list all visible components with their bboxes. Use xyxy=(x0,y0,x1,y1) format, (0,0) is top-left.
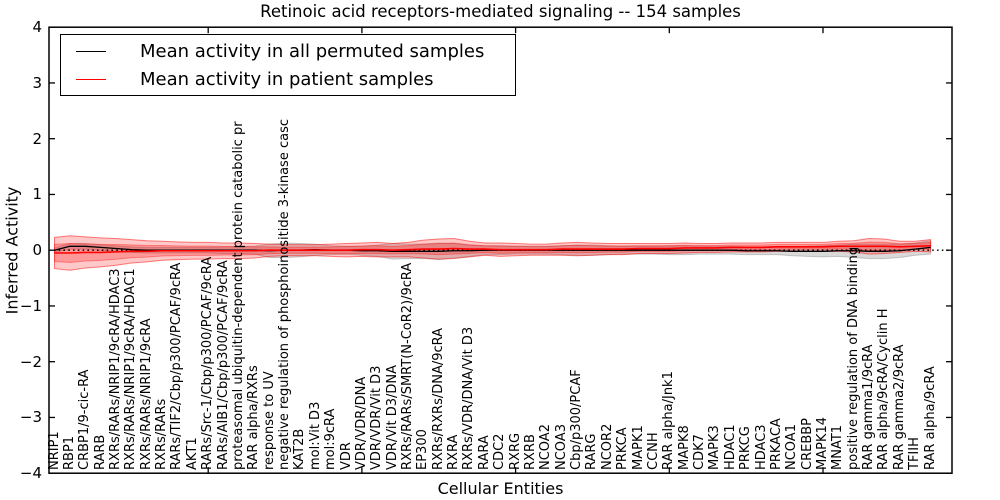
x-category-label: RXRs/RARs/NRIP1/9cRA/HDAC1 xyxy=(123,268,139,470)
x-category-label: RAR alpha/Jnk1 xyxy=(661,371,677,470)
x-category-label: MAPK3 xyxy=(707,425,723,470)
y-tick-label: −2 xyxy=(19,352,42,371)
y-tick-label: 4 xyxy=(32,18,42,37)
x-category-label: RAR alpha/RXRs xyxy=(246,365,262,470)
x-category-label: RBP1 xyxy=(61,435,77,470)
x-category-label: HDAC3 xyxy=(753,424,769,470)
y-tick-label: 0 xyxy=(32,241,42,260)
x-category-label: RARs/AIB1/Cbp/p300/PCAF/9cRA xyxy=(215,260,231,470)
x-category-label: RAR gamma1/9cRA xyxy=(861,344,877,470)
legend-item-patient: Mean activity in patient samples xyxy=(61,65,515,93)
x-category-label: NCOA3 xyxy=(553,424,569,470)
x-category-label: positive regulation of DNA binding xyxy=(845,246,861,470)
legend: Mean activity in all permuted samples Me… xyxy=(60,34,516,96)
y-tick-label: −1 xyxy=(19,296,42,315)
x-category-label: PRKCA xyxy=(615,427,631,470)
x-category-label: MAPK1 xyxy=(630,425,646,470)
x-category-label: NCOR2 xyxy=(599,423,615,470)
x-category-label: RXRG xyxy=(507,432,523,470)
x-category-label: RAR alpha/9cRA xyxy=(922,366,938,470)
x-category-label: RXRA xyxy=(446,434,462,470)
x-category-label: RARs/Src-1/Cbp/p300/PCAF/9cRA xyxy=(200,256,216,470)
patient-std-band-inner xyxy=(54,241,932,263)
y-tick-label: −3 xyxy=(19,408,42,427)
patient-std-band xyxy=(54,235,932,271)
x-category-label: TFIIH xyxy=(907,437,923,470)
x-category-label: RXRs/VDR/DNA/Vit D3 xyxy=(461,326,477,470)
y-tick-label: 1 xyxy=(32,185,42,204)
x-category-label: VDR xyxy=(338,442,354,470)
legend-line-sample-permuted xyxy=(76,50,106,52)
legend-item-permuted: Mean activity in all permuted samples xyxy=(61,37,515,65)
x-category-label: CRBP1/9-cic-RA xyxy=(77,369,93,470)
x-category-label: MAPK14 xyxy=(815,416,830,470)
x-category-label: CREBBP xyxy=(799,418,815,470)
x-category-label: VDR/VDR/DNA xyxy=(353,376,369,470)
y-tick-label: 3 xyxy=(32,73,42,92)
x-category-label: proteasomal ubiquitin-dependent protein … xyxy=(230,121,246,470)
chart-title: Retinoic acid receptors-mediated signali… xyxy=(260,2,741,21)
x-category-label: CDC2 xyxy=(492,433,508,470)
x-category-label: EP300 xyxy=(415,429,431,470)
x-category-label: response to UV xyxy=(261,371,277,470)
x-category-label: Cbp/p300/PCAF xyxy=(569,369,585,470)
x-category-label: HDAC1 xyxy=(722,424,738,470)
x-category-label: RXRs/RARs/NRIP1/9cRA xyxy=(138,318,154,470)
x-category-label: CCNH xyxy=(645,432,661,470)
x-category-label: CDK7 xyxy=(692,434,708,470)
x-category-label: RARs/TIF2/Cbp/p300/PCAF/9cRA xyxy=(169,262,185,470)
x-category-label: VDR/VDR/Vit D3 xyxy=(369,365,385,470)
x-category-label: RXRs/RXRs/DNA/9cRA xyxy=(430,327,446,470)
x-category-label: RARB xyxy=(92,434,108,470)
x-category-label: RXRB xyxy=(522,434,538,470)
x-category-label: RARA xyxy=(476,435,492,470)
legend-label: Mean activity in all permuted samples xyxy=(140,40,485,62)
x-category-label: RXRs/RARs xyxy=(154,398,170,470)
x-category-label: NCOA2 xyxy=(538,424,554,470)
x-category-label: KAT2B xyxy=(292,428,308,470)
x-category-label: PRKACA xyxy=(768,418,784,470)
x-category-label: RXRs/RARs/SMRT(N-CoR2)/9cRA xyxy=(400,262,415,470)
legend-label: Mean activity in patient samples xyxy=(140,68,434,90)
x-category-label: VDR/Vit D3/DNA xyxy=(384,364,400,470)
x-category-label: RAR alpha/9cRA/Cyclin H xyxy=(876,308,892,470)
x-category-label: mol:9cRA xyxy=(323,408,339,470)
x-category-label: MNAT1 xyxy=(830,424,846,470)
x-category-label: MAPK8 xyxy=(676,425,692,470)
x-category-label: NCOA1 xyxy=(784,424,800,470)
patient-mean-line xyxy=(54,244,931,254)
x-category-label: RAR gamma2/9cRA xyxy=(891,344,907,470)
y-tick-label: 2 xyxy=(32,129,42,148)
legend-line-sample-patient xyxy=(76,78,106,80)
y-tick-label: −4 xyxy=(19,464,42,483)
x-category-label: mol:Vit D3 xyxy=(307,401,323,470)
x-category-label: negative regulation of phosphoinositide … xyxy=(277,119,293,470)
x-category-label: RXRs/RARs/NRIP1/9cRA/HDAC3 xyxy=(107,268,123,470)
x-category-label: RARG xyxy=(584,433,600,470)
x-category-label: PRKCG xyxy=(738,426,754,470)
x-category-label: AKT1 xyxy=(184,437,200,470)
x-axis-label: Cellular Entities xyxy=(437,479,564,498)
x-category-label: NRIP1 xyxy=(46,431,62,470)
